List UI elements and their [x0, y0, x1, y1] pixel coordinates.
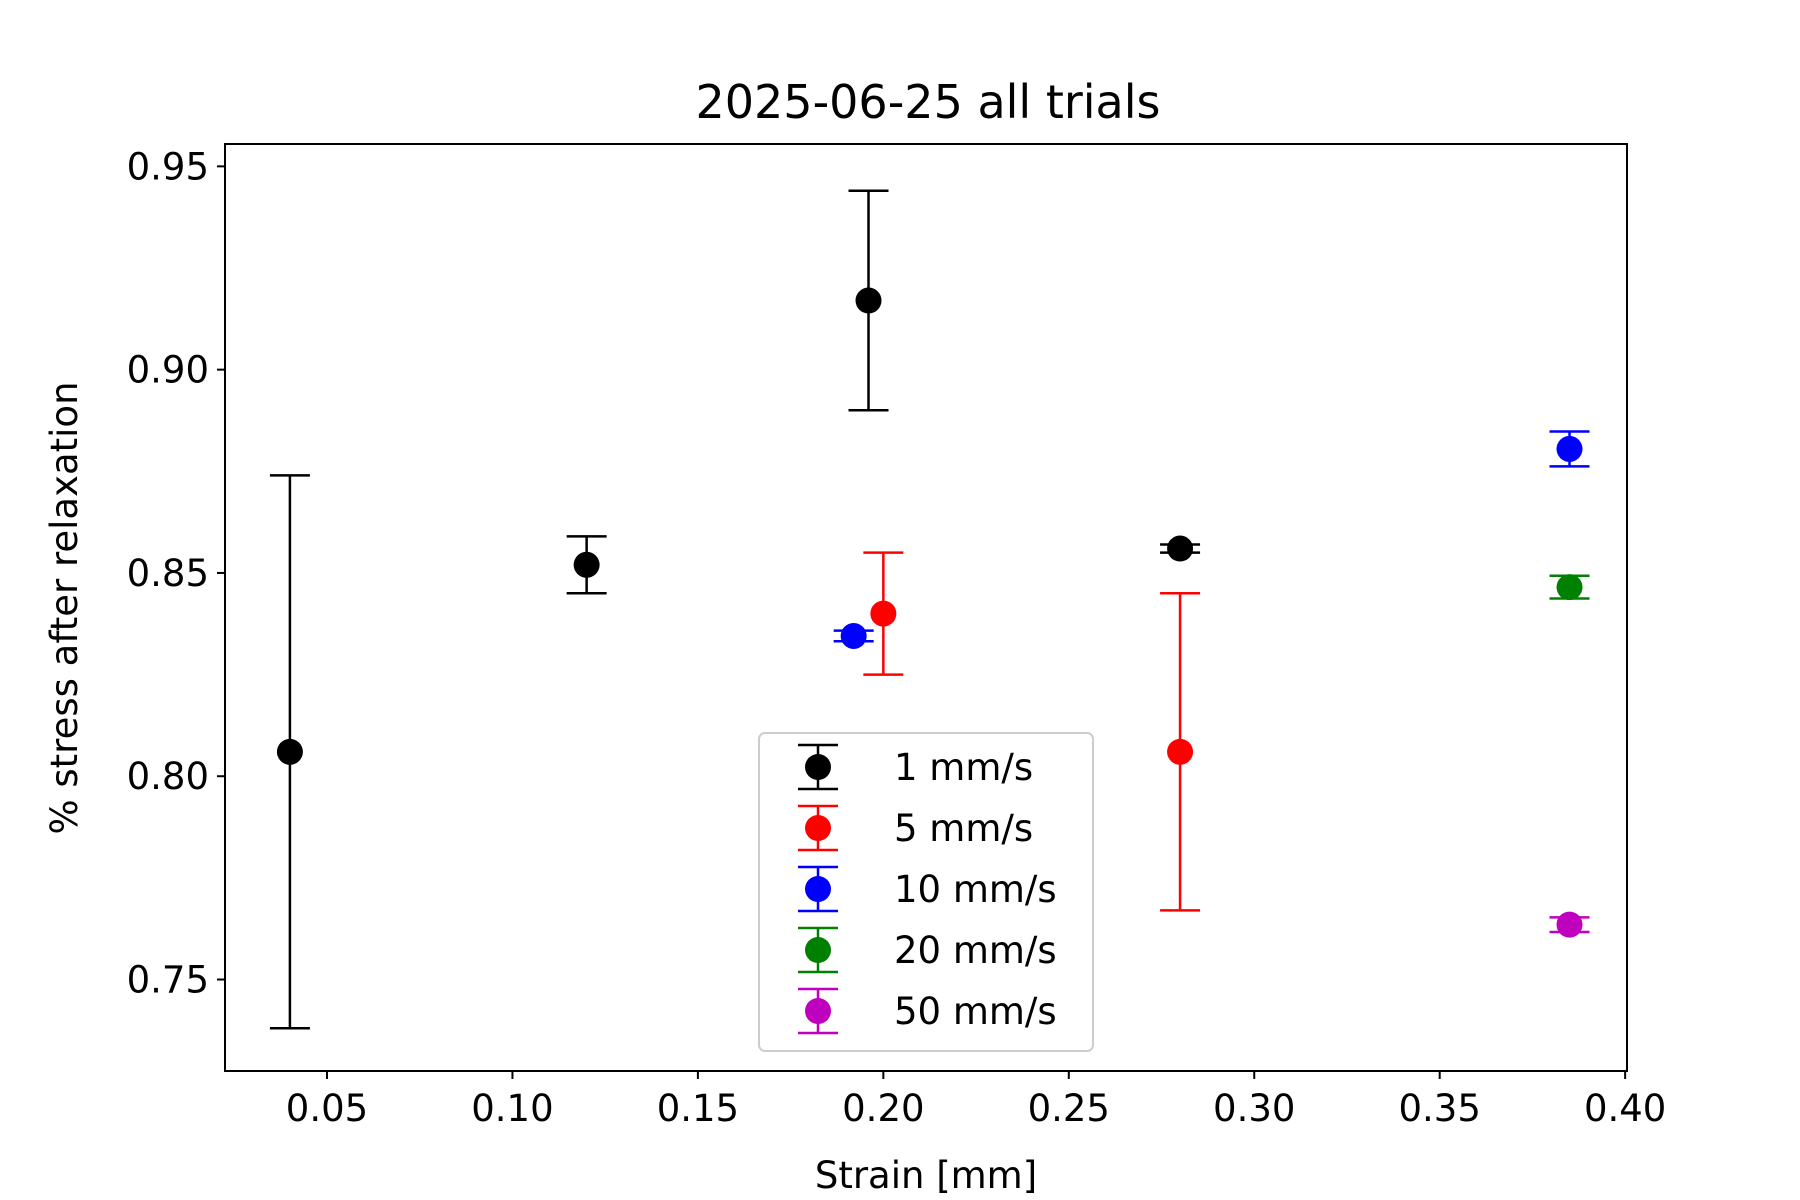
legend-entry: 1 mm/s — [798, 743, 1033, 791]
legend-label: 5 mm/s — [894, 807, 1033, 850]
data-point — [1556, 435, 1583, 462]
series-20-mm-s — [1549, 574, 1590, 601]
data-point — [573, 551, 600, 578]
plot-frame — [224, 143, 1628, 1072]
y-tick-label: 0.75 — [127, 959, 209, 1002]
x-tick-label: 0.15 — [657, 1087, 739, 1130]
legend-label: 10 mm/s — [894, 868, 1057, 911]
legend-items: 1 mm/s 5 mm/s 10 mm/s 20 mm/s 50 mm/s — [798, 743, 1057, 1035]
legend-entry: 10 mm/s — [798, 865, 1057, 913]
x-tick-label: 0.05 — [286, 1087, 368, 1130]
data-point — [1167, 535, 1194, 562]
x-tick-label: 0.30 — [1213, 1087, 1295, 1130]
legend: 1 mm/s 5 mm/s 10 mm/s 20 mm/s 50 mm/s — [758, 732, 1094, 1052]
y-tick-label: 0.90 — [127, 349, 209, 392]
y-tick-label: 0.85 — [127, 552, 209, 595]
data-point — [1167, 738, 1194, 765]
data-marks — [269, 189, 1590, 1030]
x-axis-label: Strain [mm] — [815, 1154, 1037, 1197]
x-axis-ticks: 0.05 0.10 0.15 0.20 0.25 0.30 0.35 0.40 — [286, 1071, 1666, 1130]
legend-entry: 20 mm/s — [798, 926, 1057, 974]
x-tick-label: 0.35 — [1399, 1087, 1481, 1130]
data-point — [1556, 911, 1583, 938]
x-tick-label: 0.20 — [842, 1087, 924, 1130]
y-tick-label: 0.80 — [127, 755, 209, 798]
legend-marker — [805, 754, 831, 780]
data-point — [1556, 574, 1583, 601]
y-axis-label: % stress after relaxation — [43, 381, 86, 834]
series-10-mm-s — [833, 430, 1590, 649]
series-5-mm-s — [863, 551, 1201, 912]
data-point — [870, 600, 897, 627]
legend-marker — [805, 815, 831, 841]
x-tick-label: 0.25 — [1028, 1087, 1110, 1130]
series-50-mm-s — [1549, 911, 1590, 938]
legend-marker — [805, 937, 831, 963]
legend-entry: 5 mm/s — [798, 804, 1033, 852]
y-tick-label: 0.95 — [127, 145, 209, 188]
x-tick-label: 0.10 — [471, 1087, 553, 1130]
legend-label: 20 mm/s — [894, 929, 1057, 972]
chart-title: 2025-06-25 all trials — [696, 75, 1161, 129]
data-point — [855, 287, 882, 314]
series-1-mm-s — [269, 189, 1201, 1030]
data-point — [276, 738, 303, 765]
legend-label: 1 mm/s — [894, 746, 1033, 789]
legend-marker — [805, 998, 831, 1024]
x-tick-label: 0.40 — [1584, 1087, 1666, 1130]
legend-entry: 50 mm/s — [798, 987, 1057, 1035]
legend-frame — [758, 732, 1094, 1052]
data-point — [840, 622, 867, 649]
legend-marker — [805, 876, 831, 902]
legend-label: 50 mm/s — [894, 990, 1057, 1033]
y-axis-ticks: 0.75 0.80 0.85 0.90 0.95 — [127, 145, 225, 1002]
